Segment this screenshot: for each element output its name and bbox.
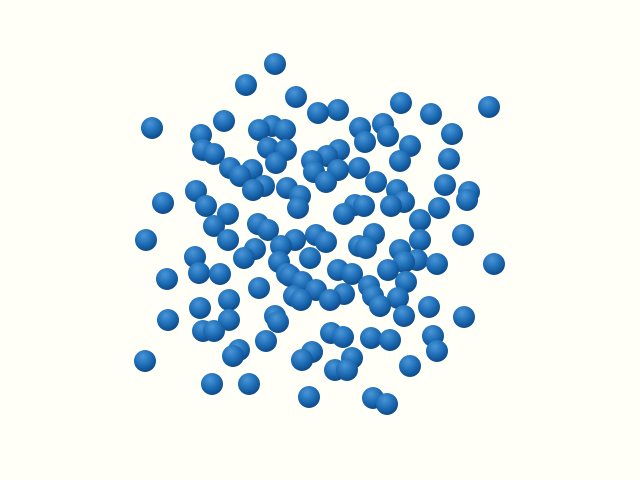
sphere [195,195,217,217]
sphere [134,350,156,372]
sphere [327,99,349,121]
sphere [355,237,377,259]
sphere [420,103,442,125]
sphere [152,192,174,214]
sphere [209,263,231,285]
sphere [203,320,225,342]
sphere [438,148,460,170]
sphere [298,386,320,408]
sphere [332,326,354,348]
sphere [377,125,399,147]
sphere [441,123,463,145]
sphere [217,229,239,251]
sphere [354,131,376,153]
sphere [315,171,337,193]
sphere [348,157,370,179]
sphere [189,297,211,319]
sphere [248,277,270,299]
sphere [409,229,431,251]
sphere [365,171,387,193]
sphere [255,330,277,352]
sphere [379,329,401,351]
sphere [299,247,321,269]
sphere [264,53,286,75]
sphere [389,150,411,172]
sphere [409,209,431,231]
sphere [218,289,240,311]
sphere [360,327,382,349]
sphere [242,179,264,201]
sphere [426,340,448,362]
sphere [285,86,307,108]
sphere [213,110,235,132]
sphere [434,174,456,196]
sphere [274,119,296,141]
sphere [483,253,505,275]
sphere [201,373,223,395]
sphere [265,152,287,174]
sphere [291,349,313,371]
sphere [267,311,289,333]
sphere [315,231,337,253]
sphere [426,253,448,275]
sphere [248,119,270,141]
sphere [418,296,440,318]
sphere [157,309,179,331]
sphere [319,289,341,311]
sphere [341,263,363,285]
sphere [135,229,157,251]
sphere-group [134,53,505,415]
sphere [377,259,399,281]
sphere [287,197,309,219]
sphere [188,262,210,284]
sphere [222,345,244,367]
sphere [333,203,355,225]
sphere [257,219,279,241]
sphere [233,247,255,269]
sphere [336,359,358,381]
sphere [390,92,412,114]
sphere [380,195,402,217]
sphere [387,287,409,309]
sphere [353,195,375,217]
sphere [456,189,478,211]
sphere [270,235,292,257]
sphere [478,96,500,118]
sphere [393,305,415,327]
sphere [203,143,225,165]
sphere [141,117,163,139]
sphere [428,197,450,219]
sphere [452,224,474,246]
sphere [290,289,312,311]
sphere [235,74,257,96]
sphere [229,165,251,187]
sphere [399,355,421,377]
sphere [156,268,178,290]
sphere [203,215,225,237]
sphere [307,102,329,124]
sphere [453,306,475,328]
sphere [238,373,260,395]
sphere [376,393,398,415]
sphere [369,295,391,317]
